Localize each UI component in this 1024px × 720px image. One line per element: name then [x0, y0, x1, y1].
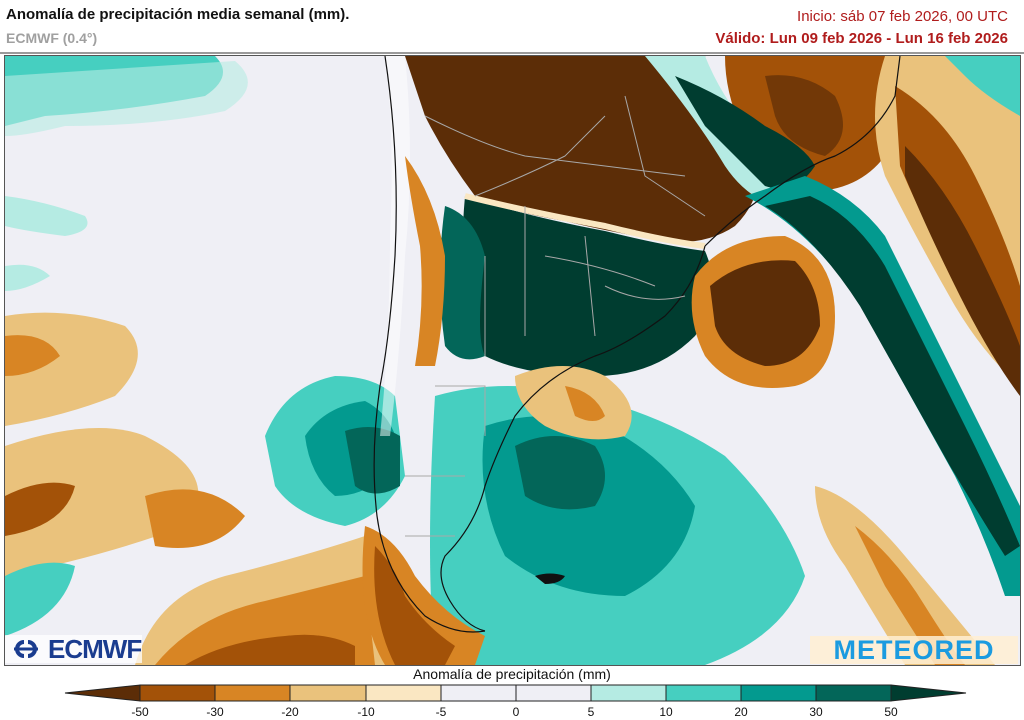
meteored-logo: METEORED — [810, 634, 1018, 665]
legend-title: Anomalía de precipitación (mm) — [413, 666, 611, 682]
model-label: ECMWF (0.4°) — [6, 30, 98, 46]
ecmwf-emblem-icon — [14, 640, 38, 658]
color-legend-bar — [64, 684, 967, 702]
legend-tick: -30 — [206, 705, 224, 719]
legend-tick: 10 — [659, 705, 673, 719]
legend-tick: -20 — [281, 705, 299, 719]
valid-period: Válido: Lun 09 feb 2026 - Lun 16 feb 202… — [715, 30, 1008, 47]
chart-title: Anomalía de precipitación media semanal … — [6, 6, 350, 23]
legend-tick: 20 — [734, 705, 748, 719]
legend-tick: 50 — [884, 705, 898, 719]
legend-tick: 5 — [587, 705, 595, 719]
legend-tick: 30 — [809, 705, 823, 719]
init-time: Inicio: sáb 07 feb 2026, 00 UTC — [797, 8, 1008, 25]
header-divider — [0, 52, 1024, 54]
legend-tick: -5 — [435, 705, 447, 719]
legend-tick-labels: -50 -30 -20 -10 -5 0 5 10 20 30 50 — [0, 705, 1024, 720]
legend-tick: -10 — [357, 705, 375, 719]
ecmwf-logo: ECMWF — [5, 633, 142, 664]
meteored-logo-text: METEORED — [833, 634, 995, 665]
legend-tick: 0 — [512, 705, 520, 719]
ecmwf-logo-text: ECMWF — [48, 633, 142, 664]
legend-tick: -50 — [131, 705, 149, 719]
precipitation-anomaly-map[interactable] — [4, 55, 1021, 666]
